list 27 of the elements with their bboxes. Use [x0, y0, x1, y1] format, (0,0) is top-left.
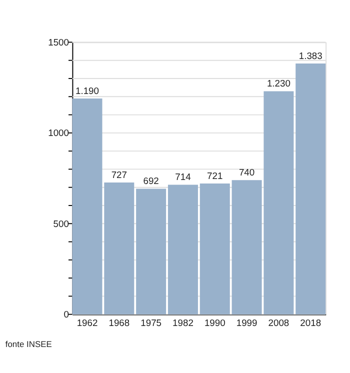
- x-tick-label: 1968: [108, 318, 130, 328]
- bar: [104, 182, 134, 314]
- x-tick-label: 1990: [204, 318, 226, 328]
- data-label: 692: [143, 176, 159, 186]
- y-tick-label: 0: [64, 310, 69, 320]
- y-tick-label: 500: [53, 218, 69, 229]
- data-label: 1.230: [266, 78, 290, 89]
- x-tick-label: 2018: [300, 318, 322, 328]
- data-label: 1.383: [298, 50, 322, 61]
- bar: [72, 98, 102, 314]
- data-label: 727: [111, 170, 127, 180]
- bar: [136, 188, 166, 314]
- x-tick-label: 2008: [268, 318, 290, 328]
- source-note: fonte INSEE: [5, 339, 52, 350]
- x-tick-label: 1999: [236, 318, 258, 328]
- data-label: 714: [175, 172, 191, 182]
- data-label: 721: [207, 170, 223, 181]
- data-label: 740: [238, 167, 255, 178]
- x-tick-label: 1975: [140, 318, 162, 328]
- bar: [296, 63, 326, 314]
- bar: [200, 184, 230, 314]
- y-tick-label: 1500: [48, 38, 69, 48]
- y-tick-label: 1000: [48, 128, 69, 138]
- x-tick-label: 1982: [172, 318, 194, 328]
- x-tick-label: 1962: [76, 318, 98, 328]
- bar: [168, 184, 198, 314]
- data-label: 1.190: [76, 86, 99, 96]
